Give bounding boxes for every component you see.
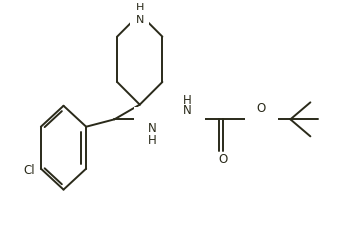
Text: O: O <box>257 102 266 115</box>
Text: N: N <box>135 15 144 25</box>
Text: N: N <box>148 122 157 135</box>
Text: Cl: Cl <box>24 164 36 178</box>
Text: O: O <box>219 153 228 166</box>
Text: H: H <box>183 94 191 107</box>
Text: H: H <box>135 3 144 13</box>
Text: N: N <box>183 104 191 117</box>
Text: H: H <box>148 134 157 147</box>
